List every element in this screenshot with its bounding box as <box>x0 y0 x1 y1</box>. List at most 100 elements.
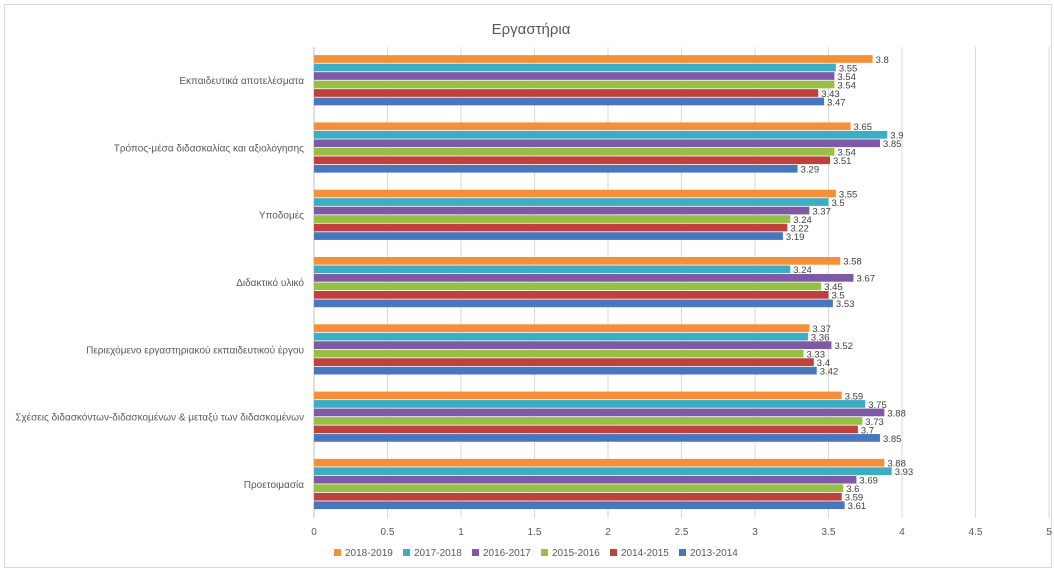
data-label: 3.55 <box>839 189 858 200</box>
bar <box>314 484 844 493</box>
data-label: 3.47 <box>827 97 846 108</box>
data-label: 3.73 <box>865 417 884 428</box>
data-label: 3.51 <box>833 156 852 167</box>
bar <box>314 324 810 332</box>
bar <box>314 400 866 408</box>
legend-entry: 2017-2018 <box>414 548 462 559</box>
bar <box>314 391 842 400</box>
data-label: 3.61 <box>848 501 867 512</box>
data-label: 3.4 <box>817 358 830 369</box>
bars <box>314 55 892 510</box>
bar <box>314 349 804 358</box>
bar <box>314 291 829 299</box>
legend-swatch <box>403 549 410 556</box>
data-label: 3.53 <box>836 299 855 310</box>
bar <box>314 366 817 375</box>
category-label: Τρόπος-μέσα διδασκαλίας και αξιολόγησης <box>114 142 304 154</box>
data-label: 3.88 <box>887 459 906 470</box>
x-tick-label: 3 <box>752 527 758 538</box>
data-label: 3.85 <box>883 434 902 445</box>
bar <box>314 332 808 341</box>
data-label: 3.37 <box>812 324 831 335</box>
data-label: 3.52 <box>834 341 853 352</box>
data-label: 3.5 <box>832 198 845 209</box>
bar <box>314 198 829 206</box>
x-tick-label: 4.5 <box>969 527 983 538</box>
bar <box>314 63 836 72</box>
bar <box>314 89 819 97</box>
bar <box>314 299 833 308</box>
data-label: 3.45 <box>824 282 843 293</box>
x-tick-label: 0.5 <box>381 527 395 538</box>
category-label: Διδακτικό υλικό <box>236 277 304 289</box>
category-label: Σχέσεις διδασκόντων-διδασκομένων & μεταξ… <box>15 412 304 424</box>
data-labels: 3.83.553.543.543.433.473.653.93.853.543.… <box>786 55 913 512</box>
bar <box>314 156 830 165</box>
bar <box>314 139 880 148</box>
x-tick-label: 1.5 <box>528 527 542 538</box>
bar <box>314 265 791 274</box>
category-label: Εκπαιδευτικά αποτελέσματα <box>179 75 304 87</box>
x-tick-label: 3.5 <box>822 527 836 538</box>
bar <box>314 492 842 501</box>
legend-entry: 2018-2019 <box>345 548 393 559</box>
data-label: 3.33 <box>807 349 826 360</box>
bar <box>314 475 857 484</box>
data-label: 3.54 <box>837 148 856 159</box>
bar <box>314 434 880 442</box>
bar <box>314 408 885 417</box>
bar <box>314 467 892 476</box>
x-tick-label: 5 <box>1046 527 1052 538</box>
bar <box>314 122 851 131</box>
bar <box>314 501 845 510</box>
data-label: 3.5 <box>832 291 845 302</box>
bar <box>314 147 835 156</box>
data-label: 3.22 <box>790 223 809 234</box>
category-label: Περιεχόμενο εργαστηριακού εκπαιδευτικού … <box>86 344 304 356</box>
bar <box>314 425 858 434</box>
x-tick-label: 4 <box>899 527 905 538</box>
bar <box>314 232 783 240</box>
data-label: 3.8 <box>876 55 889 66</box>
data-label: 3.29 <box>801 165 820 176</box>
data-label: 3.59 <box>845 391 864 402</box>
data-label: 3.67 <box>856 274 875 285</box>
data-label: 3.54 <box>837 80 856 91</box>
bar <box>314 206 810 215</box>
data-label: 3.59 <box>845 493 864 504</box>
data-label: 3.69 <box>859 476 878 487</box>
x-tick-label: 1 <box>458 527 464 538</box>
data-label: 3.55 <box>839 63 858 74</box>
data-label: 3.24 <box>793 215 812 226</box>
data-label: 3.43 <box>821 89 840 100</box>
x-tick-label: 2.5 <box>675 527 689 538</box>
bar <box>314 164 798 173</box>
bar <box>314 72 835 80</box>
bar <box>314 417 863 425</box>
data-label: 3.37 <box>812 206 831 217</box>
data-label: 3.36 <box>811 332 830 343</box>
x-tick-label: 2 <box>605 527 611 538</box>
bar <box>314 215 791 223</box>
data-label: 3.58 <box>843 257 862 268</box>
data-label: 3.93 <box>895 467 914 478</box>
bar <box>314 282 822 291</box>
bar <box>314 223 788 232</box>
data-label: 3.9 <box>890 131 903 142</box>
bar <box>314 358 814 366</box>
data-label: 3.88 <box>887 408 906 419</box>
legend-entry: 2013-2014 <box>690 548 738 559</box>
legend-entry: 2015-2016 <box>552 548 600 559</box>
bar <box>314 458 885 467</box>
legend-entry: 2014-2015 <box>621 548 669 559</box>
legend-swatch <box>472 549 479 556</box>
bar <box>314 80 835 89</box>
legend-entry: 2016-2017 <box>483 548 531 559</box>
data-label: 3.54 <box>837 72 856 83</box>
category-label: Υποδομές <box>259 210 304 222</box>
data-label: 3.24 <box>793 265 812 276</box>
bar <box>314 97 825 106</box>
legend-swatch <box>679 549 686 556</box>
bar <box>314 341 832 349</box>
